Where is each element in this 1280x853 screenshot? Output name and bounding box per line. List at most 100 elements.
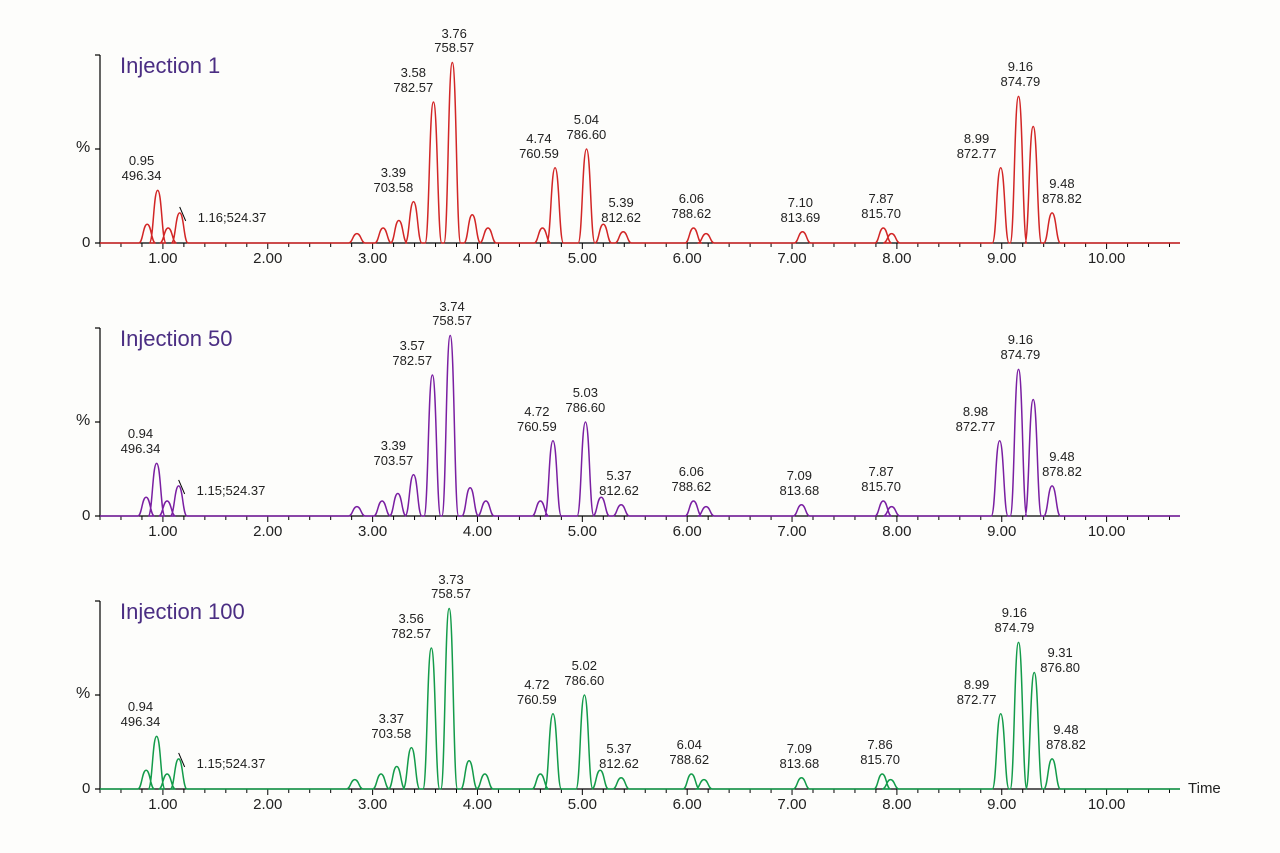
x-tick-label: 2.00: [253, 250, 282, 267]
peak-rt: 1.15;524.37: [197, 757, 266, 772]
panel-title: Injection 50: [120, 326, 233, 352]
peak-label: 7.86815.70: [860, 738, 900, 768]
x-tick-label: 10.00: [1088, 250, 1126, 267]
peak-rt: 7.86: [860, 738, 900, 753]
x-tick-label: 9.00: [987, 796, 1016, 813]
peak-mz: 874.79: [1001, 348, 1041, 363]
peak-mz: 758.57: [431, 587, 471, 602]
peak-rt: 0.94: [121, 700, 161, 715]
x-tick-label: 1.00: [148, 250, 177, 267]
peak-rt: 7.10: [781, 196, 821, 211]
y-axis-zero-label: 0: [82, 507, 90, 524]
x-tick-label: 9.00: [987, 523, 1016, 540]
peak-label: 7.87815.70: [861, 192, 901, 222]
peak-label: 9.48878.82: [1042, 450, 1082, 480]
peak-label: 9.48878.82: [1046, 723, 1086, 753]
peak-mz: 786.60: [567, 128, 607, 143]
peak-mz: 872.77: [956, 420, 996, 435]
peak-rt: 7.09: [779, 742, 819, 757]
x-tick-label: 9.00: [987, 250, 1016, 267]
x-tick-label: 3.00: [358, 250, 387, 267]
chromatogram-svg: [60, 318, 1240, 543]
peak-mz: 876.80: [1040, 661, 1080, 676]
peak-label: 3.58782.57: [393, 66, 433, 96]
y-axis-percent-label: %: [76, 412, 90, 430]
peak-label: 5.37812.62: [599, 742, 639, 772]
peak-label: 3.57782.57: [392, 339, 432, 369]
peak-label: 4.74760.59: [519, 132, 559, 162]
peak-rt: 8.99: [957, 678, 997, 693]
peak-rt: 9.16: [1001, 333, 1041, 348]
peak-mz: 815.70: [861, 480, 901, 495]
peak-label: 0.94496.34: [121, 700, 161, 730]
peak-label: 7.09813.68: [779, 469, 819, 499]
peak-rt: 9.16: [1001, 60, 1041, 75]
peak-rt: 7.87: [861, 465, 901, 480]
peak-rt: 9.16: [995, 606, 1035, 621]
peak-rt: 3.74: [432, 300, 472, 315]
peak-mz: 786.60: [565, 401, 605, 416]
peak-rt: 9.31: [1040, 646, 1080, 661]
peak-mz: 815.70: [861, 207, 901, 222]
peak-mz: 703.57: [374, 454, 414, 469]
peak-mz: 878.82: [1042, 192, 1082, 207]
x-tick-label: 2.00: [253, 523, 282, 540]
peak-label: 9.16874.79: [1001, 60, 1041, 90]
peak-mz: 496.34: [121, 442, 161, 457]
x-tick-label: 3.00: [358, 796, 387, 813]
peak-label: 7.09813.68: [779, 742, 819, 772]
peak-label: 1.16;524.37: [198, 211, 267, 226]
peak-mz: 872.77: [957, 147, 997, 162]
peak-rt: 5.04: [567, 113, 607, 128]
chromatogram-panel-inj1: Injection 1%01.002.003.004.005.006.007.0…: [60, 45, 1240, 270]
peak-rt: 5.03: [565, 386, 605, 401]
peak-mz: 813.69: [781, 211, 821, 226]
y-axis-percent-label: %: [76, 685, 90, 703]
peak-rt: 9.48: [1042, 450, 1082, 465]
peak-mz: 782.57: [393, 81, 433, 96]
chromatogram-container: Injection 1%01.002.003.004.005.006.007.0…: [0, 0, 1280, 853]
peak-rt: 3.76: [434, 27, 474, 42]
x-tick-label: 6.00: [673, 796, 702, 813]
peak-label: 7.10813.69: [781, 196, 821, 226]
peak-mz: 878.82: [1046, 738, 1086, 753]
peak-rt: 0.95: [122, 154, 162, 169]
peak-label: 9.16874.79: [1001, 333, 1041, 363]
peak-label: 6.04788.62: [669, 738, 709, 768]
peak-rt: 6.06: [671, 192, 711, 207]
peak-rt: 1.15;524.37: [197, 484, 266, 499]
peak-mz: 878.82: [1042, 465, 1082, 480]
x-tick-label: 10.00: [1088, 523, 1126, 540]
peak-mz: 815.70: [860, 753, 900, 768]
peak-rt: 3.56: [391, 612, 431, 627]
x-tick-label: 2.00: [253, 796, 282, 813]
peak-label: 7.87815.70: [861, 465, 901, 495]
peak-rt: 1.16;524.37: [198, 211, 267, 226]
peak-label: 4.72760.59: [517, 678, 557, 708]
peak-rt: 5.37: [599, 742, 639, 757]
peak-label: 3.76758.57: [434, 27, 474, 57]
peak-mz: 872.77: [957, 693, 997, 708]
peak-mz: 703.58: [374, 181, 414, 196]
peak-rt: 9.48: [1046, 723, 1086, 738]
peak-rt: 6.06: [671, 465, 711, 480]
x-tick-label: 8.00: [882, 796, 911, 813]
peak-label: 0.94496.34: [121, 427, 161, 457]
peak-mz: 496.34: [121, 715, 161, 730]
panel-title: Injection 100: [120, 599, 245, 625]
peak-mz: 813.68: [779, 484, 819, 499]
peak-mz: 760.59: [519, 147, 559, 162]
peak-label: 5.02786.60: [564, 659, 604, 689]
peak-mz: 703.58: [371, 727, 411, 742]
x-tick-label: 6.00: [673, 523, 702, 540]
x-tick-label: 5.00: [568, 523, 597, 540]
y-axis-percent-label: %: [76, 139, 90, 157]
x-tick-label: 8.00: [882, 523, 911, 540]
x-tick-label: 7.00: [777, 523, 806, 540]
peak-mz: 812.62: [599, 484, 639, 499]
peak-mz: 812.62: [601, 211, 641, 226]
peak-mz: 758.57: [432, 314, 472, 329]
peak-mz: 782.57: [392, 354, 432, 369]
y-axis-zero-label: 0: [82, 780, 90, 797]
x-tick-label: 8.00: [882, 250, 911, 267]
